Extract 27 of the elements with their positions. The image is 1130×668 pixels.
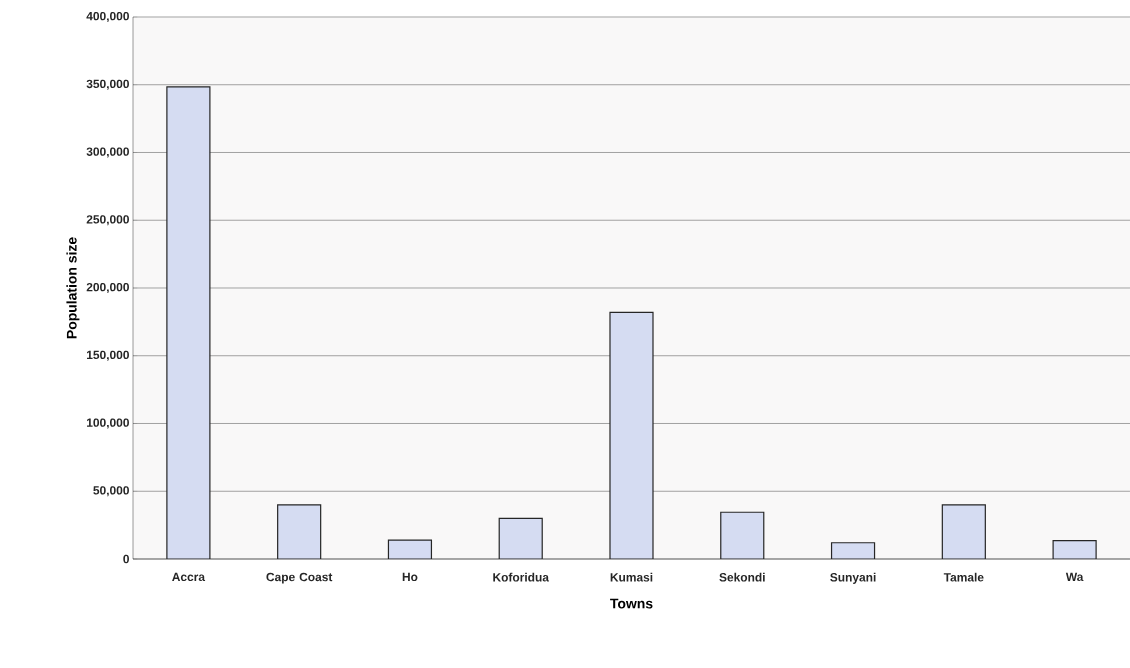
y-tick-label: 0: [123, 554, 129, 564]
y-tick-label: 50,000: [93, 486, 129, 497]
bar: [166, 86, 211, 559]
bar: [277, 504, 322, 559]
y-tick-label: 150,000: [87, 350, 129, 361]
y-tick-label: 350,000: [86, 79, 129, 90]
bar: [941, 504, 986, 559]
x-tick-label: Ho: [402, 572, 418, 582]
x-tick-label: Wa: [1065, 572, 1084, 582]
bar: [720, 511, 765, 559]
y-tick-label: 200,000: [86, 282, 129, 294]
y-axis-title: Population size: [66, 237, 80, 339]
y-tick-label: 100,000: [87, 418, 129, 429]
x-tick-label: Accra: [172, 572, 206, 582]
x-tick-label: Cape Coast: [266, 572, 333, 584]
bar: [609, 311, 654, 559]
x-tick-label: Sekondi: [719, 572, 765, 582]
x-tick-label: Tamale: [943, 572, 984, 582]
y-tick-label: 300,000: [86, 147, 129, 158]
x-tick-label: Koforidua: [493, 572, 550, 582]
x-tick-label: Kumasi: [610, 572, 653, 582]
x-axis-title: Towns: [610, 598, 653, 609]
y-tick-label: 250,000: [86, 215, 129, 226]
x-tick-label: Sunyani: [830, 572, 876, 584]
bar: [830, 542, 876, 559]
bar: [498, 517, 543, 559]
y-tick-label: 400,000: [86, 11, 129, 23]
